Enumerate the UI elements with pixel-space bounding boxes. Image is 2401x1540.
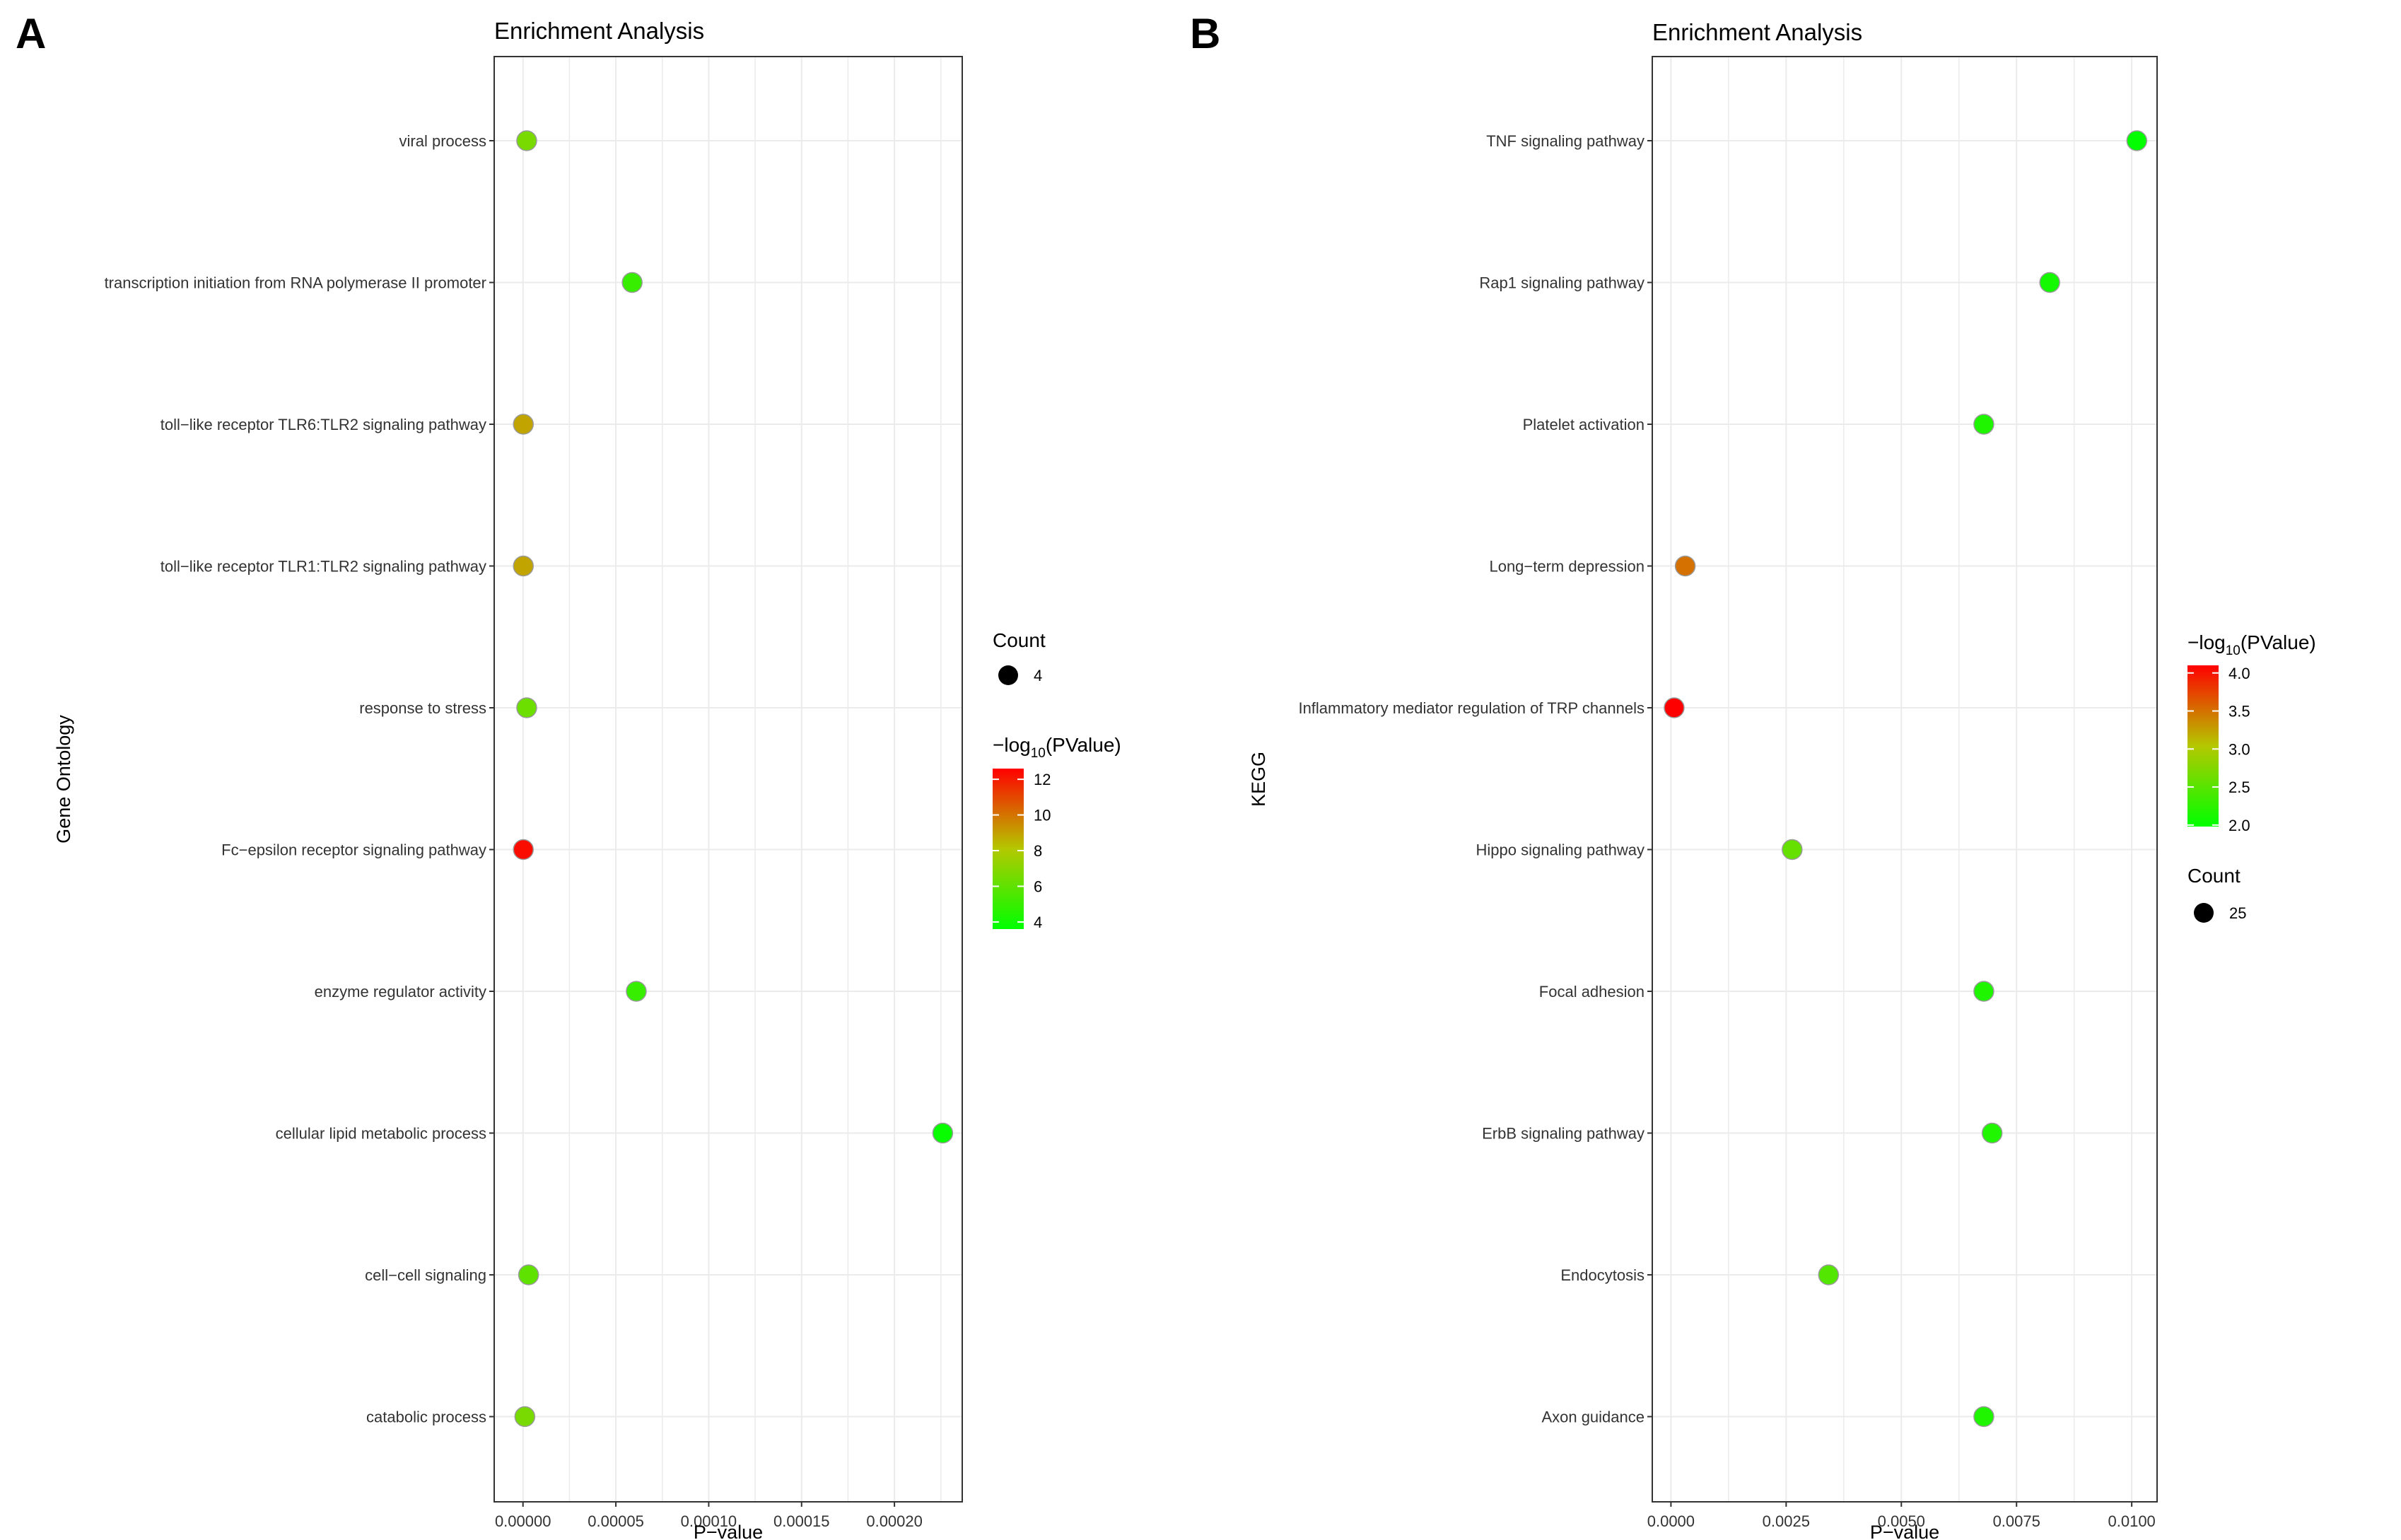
category-label: toll−like receptor TLR6:TLR2 signaling p… xyxy=(160,416,486,433)
panel-b: B Enrichment Analysis TNF signaling path… xyxy=(1190,10,2316,1540)
panel-a-points xyxy=(513,130,954,1428)
panel-letter-b: B xyxy=(1190,10,1220,57)
panel-a-x-tick-labels: 0.00000 0.00005 0.00010 0.00015 0.00020 xyxy=(495,1502,923,1530)
panel-b-size-legend-title: Count xyxy=(2187,865,2241,887)
data-point xyxy=(1664,697,1685,718)
data-point xyxy=(621,272,643,293)
data-point xyxy=(516,697,537,718)
category-label: Hippo signaling pathway xyxy=(1476,841,1645,859)
category-label: cellular lipid metabolic process xyxy=(276,1125,486,1143)
data-point xyxy=(626,981,647,1002)
data-point xyxy=(1981,1122,2003,1144)
data-point xyxy=(2039,272,2060,293)
category-label: response to stress xyxy=(359,699,486,717)
panel-a-category-labels: viral process transcription initiation fr… xyxy=(105,132,494,1426)
colorbar-tick-label: 4 xyxy=(1034,914,1042,931)
panel-a-x-axis-title: P−value xyxy=(694,1522,763,1540)
x-tick-label: 0.0050 xyxy=(1878,1512,1925,1530)
colorbar-tick-label: 2.5 xyxy=(2228,778,2250,796)
category-label: Axon guidance xyxy=(1541,1408,1645,1426)
category-label: Platelet activation xyxy=(1523,416,1645,433)
category-label: catabolic process xyxy=(366,1408,486,1426)
panel-b-colorbar-ticks: 4.0 3.5 3.0 2.5 2.0 xyxy=(2187,665,2250,834)
data-point xyxy=(518,1264,539,1285)
panel-a: A Enrichment Analysis viral process trans… xyxy=(16,10,1121,1540)
panel-a-grid xyxy=(494,57,962,1502)
x-tick-label: 0.00015 xyxy=(773,1512,830,1530)
category-label: cell−cell signaling xyxy=(365,1266,486,1284)
x-tick-label: 0.0000 xyxy=(1647,1512,1695,1530)
x-tick-label: 0.00005 xyxy=(588,1512,644,1530)
panel-b-plot-border xyxy=(1652,56,2158,1503)
panel-b-color-legend: −log10(PValue) 4.0 3.5 3.0 2.5 2.0 xyxy=(2187,631,2316,834)
colorbar-tick-label: 8 xyxy=(1034,842,1042,860)
panel-a-colorbar-ticks: 12 10 8 6 4 xyxy=(993,771,1051,931)
panel-a-size-legend-label: 4 xyxy=(1034,667,1042,684)
data-point xyxy=(1973,1406,1994,1428)
data-point xyxy=(1674,555,1696,577)
panel-b-colorbar xyxy=(2187,665,2219,827)
category-label: TNF signaling pathway xyxy=(1486,132,1645,150)
panel-b-category-labels: TNF signaling pathway Rap1 signaling path… xyxy=(1298,132,1652,1426)
category-label: toll−like receptor TLR1:TLR2 signaling p… xyxy=(160,558,486,576)
panel-b-points xyxy=(1664,130,2148,1428)
data-point xyxy=(513,839,534,861)
colorbar-tick-label: 2.0 xyxy=(2228,817,2250,834)
x-tick-label: 0.0100 xyxy=(2108,1512,2156,1530)
category-label: ErbB signaling pathway xyxy=(1482,1125,1645,1143)
category-label: Inflammatory mediator regulation of TRP … xyxy=(1298,699,1645,717)
category-label: transcription initiation from RNA polyme… xyxy=(105,274,486,292)
data-point xyxy=(516,130,537,151)
data-point xyxy=(932,1122,954,1144)
colorbar-tick-label: 10 xyxy=(1034,807,1051,824)
panel-a-size-legend: Count 4 xyxy=(993,629,1046,685)
colorbar-tick-label: 4.0 xyxy=(2228,665,2250,682)
panel-letter-a: A xyxy=(16,10,46,57)
panel-b-size-legend-label: 25 xyxy=(2229,904,2246,922)
x-tick-label: 0.00020 xyxy=(866,1512,923,1530)
panel-a-color-legend-title: −log10(PValue) xyxy=(993,734,1121,761)
colorbar-tick-label: 6 xyxy=(1034,877,1042,895)
data-point xyxy=(1818,1264,1840,1285)
panel-b-size-legend: Count 25 xyxy=(2187,865,2246,923)
x-tick-label: 0.0025 xyxy=(1763,1512,1810,1530)
x-tick-label: 0.00010 xyxy=(681,1512,737,1530)
category-label: Focal adhesion xyxy=(1539,983,1645,1001)
category-label: Rap1 signaling pathway xyxy=(1479,274,1645,292)
panel-b-y-axis-title: KEGG xyxy=(1248,752,1269,807)
data-point xyxy=(513,555,534,577)
panel-b-x-axis-title: P−value xyxy=(1870,1522,1939,1540)
category-label: Long−term depression xyxy=(1489,558,1645,576)
data-point xyxy=(1973,981,1994,1002)
data-point xyxy=(2126,130,2148,151)
panel-b-color-legend-title: −log10(PValue) xyxy=(2187,631,2316,658)
panel-a-plot-border xyxy=(493,56,963,1503)
panel-a-colorbar xyxy=(993,769,1024,929)
data-point xyxy=(1782,839,1803,861)
colorbar-tick-label: 3.5 xyxy=(2228,703,2250,721)
panel-a-title: Enrichment Analysis xyxy=(494,18,704,44)
panel-b-grid xyxy=(1652,57,2157,1502)
data-point xyxy=(513,414,534,435)
panel-a-size-legend-dot xyxy=(998,665,1018,685)
category-label: Endocytosis xyxy=(1560,1266,1645,1284)
panel-b-title: Enrichment Analysis xyxy=(1652,19,1862,45)
panel-b-size-legend-dot xyxy=(2194,903,2214,923)
panel-a-y-axis-title: Gene Ontology xyxy=(53,715,74,844)
panel-a-size-legend-title: Count xyxy=(993,629,1046,651)
x-tick-label: 0.00000 xyxy=(495,1512,551,1530)
data-point xyxy=(1973,414,1994,435)
colorbar-tick-label: 3.0 xyxy=(2228,740,2250,758)
x-tick-label: 0.0075 xyxy=(1993,1512,2040,1530)
colorbar-tick-label: 12 xyxy=(1034,771,1051,788)
panel-a-color-legend: −log10(PValue) 12 10 8 6 4 xyxy=(993,734,1121,931)
data-point xyxy=(514,1406,536,1428)
category-label: enzyme regulator activity xyxy=(315,983,486,1001)
category-label: Fc−epsilon receptor signaling pathway xyxy=(221,841,486,859)
panel-b-x-tick-labels: 0.0000 0.0025 0.0050 0.0075 0.0100 xyxy=(1647,1502,2156,1530)
category-label: viral process xyxy=(399,132,486,150)
